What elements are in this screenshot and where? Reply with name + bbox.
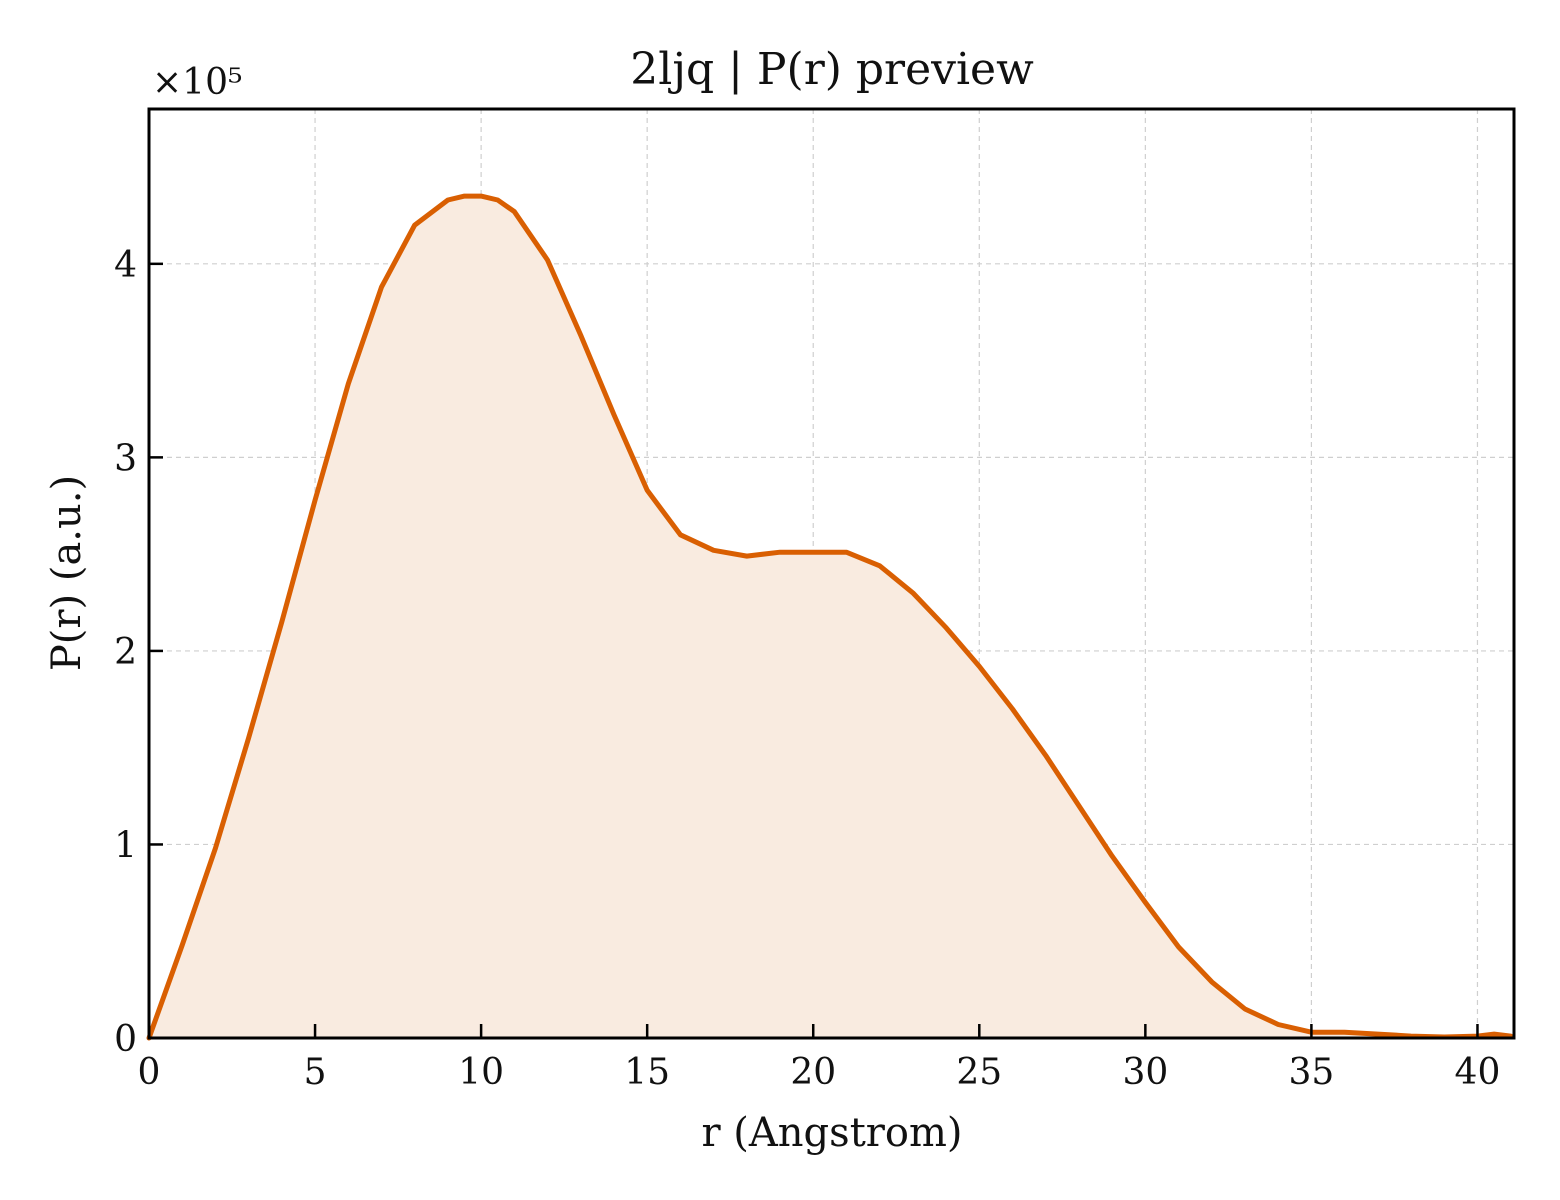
axis-ticks: 0 5 10 15 20 25 30 35 40 0 1 2 3 4 xyxy=(114,245,1500,1093)
x-tick-label: 15 xyxy=(624,1052,670,1093)
x-axis-label: r (Angstrom) xyxy=(701,1110,962,1156)
x-tick-label: 0 xyxy=(138,1052,161,1093)
series-line xyxy=(146,193,1514,1041)
y-axis-multiplier: ×10⁵ xyxy=(152,62,242,103)
x-tick-label: 30 xyxy=(1122,1052,1168,1093)
y-tick-label: 3 xyxy=(114,438,137,479)
plot-frame xyxy=(147,107,1516,1040)
y-axis-label: P(r) (a.u.) xyxy=(44,475,90,671)
x-tick-label: 35 xyxy=(1289,1052,1335,1093)
x-tick-label: 20 xyxy=(790,1052,836,1093)
y-tick-label: 4 xyxy=(114,245,137,286)
x-tick-label: 25 xyxy=(956,1052,1002,1093)
chart-title: 2ljq | P(r) preview xyxy=(630,44,1034,95)
y-tick-label: 0 xyxy=(114,1019,137,1060)
x-tick-label: 40 xyxy=(1455,1052,1501,1093)
area-fill xyxy=(149,196,1511,1039)
y-tick-label: 1 xyxy=(114,825,137,866)
x-tick-label: 5 xyxy=(304,1052,327,1093)
x-tick-label: 10 xyxy=(458,1052,504,1093)
y-tick-label: 2 xyxy=(114,632,137,673)
